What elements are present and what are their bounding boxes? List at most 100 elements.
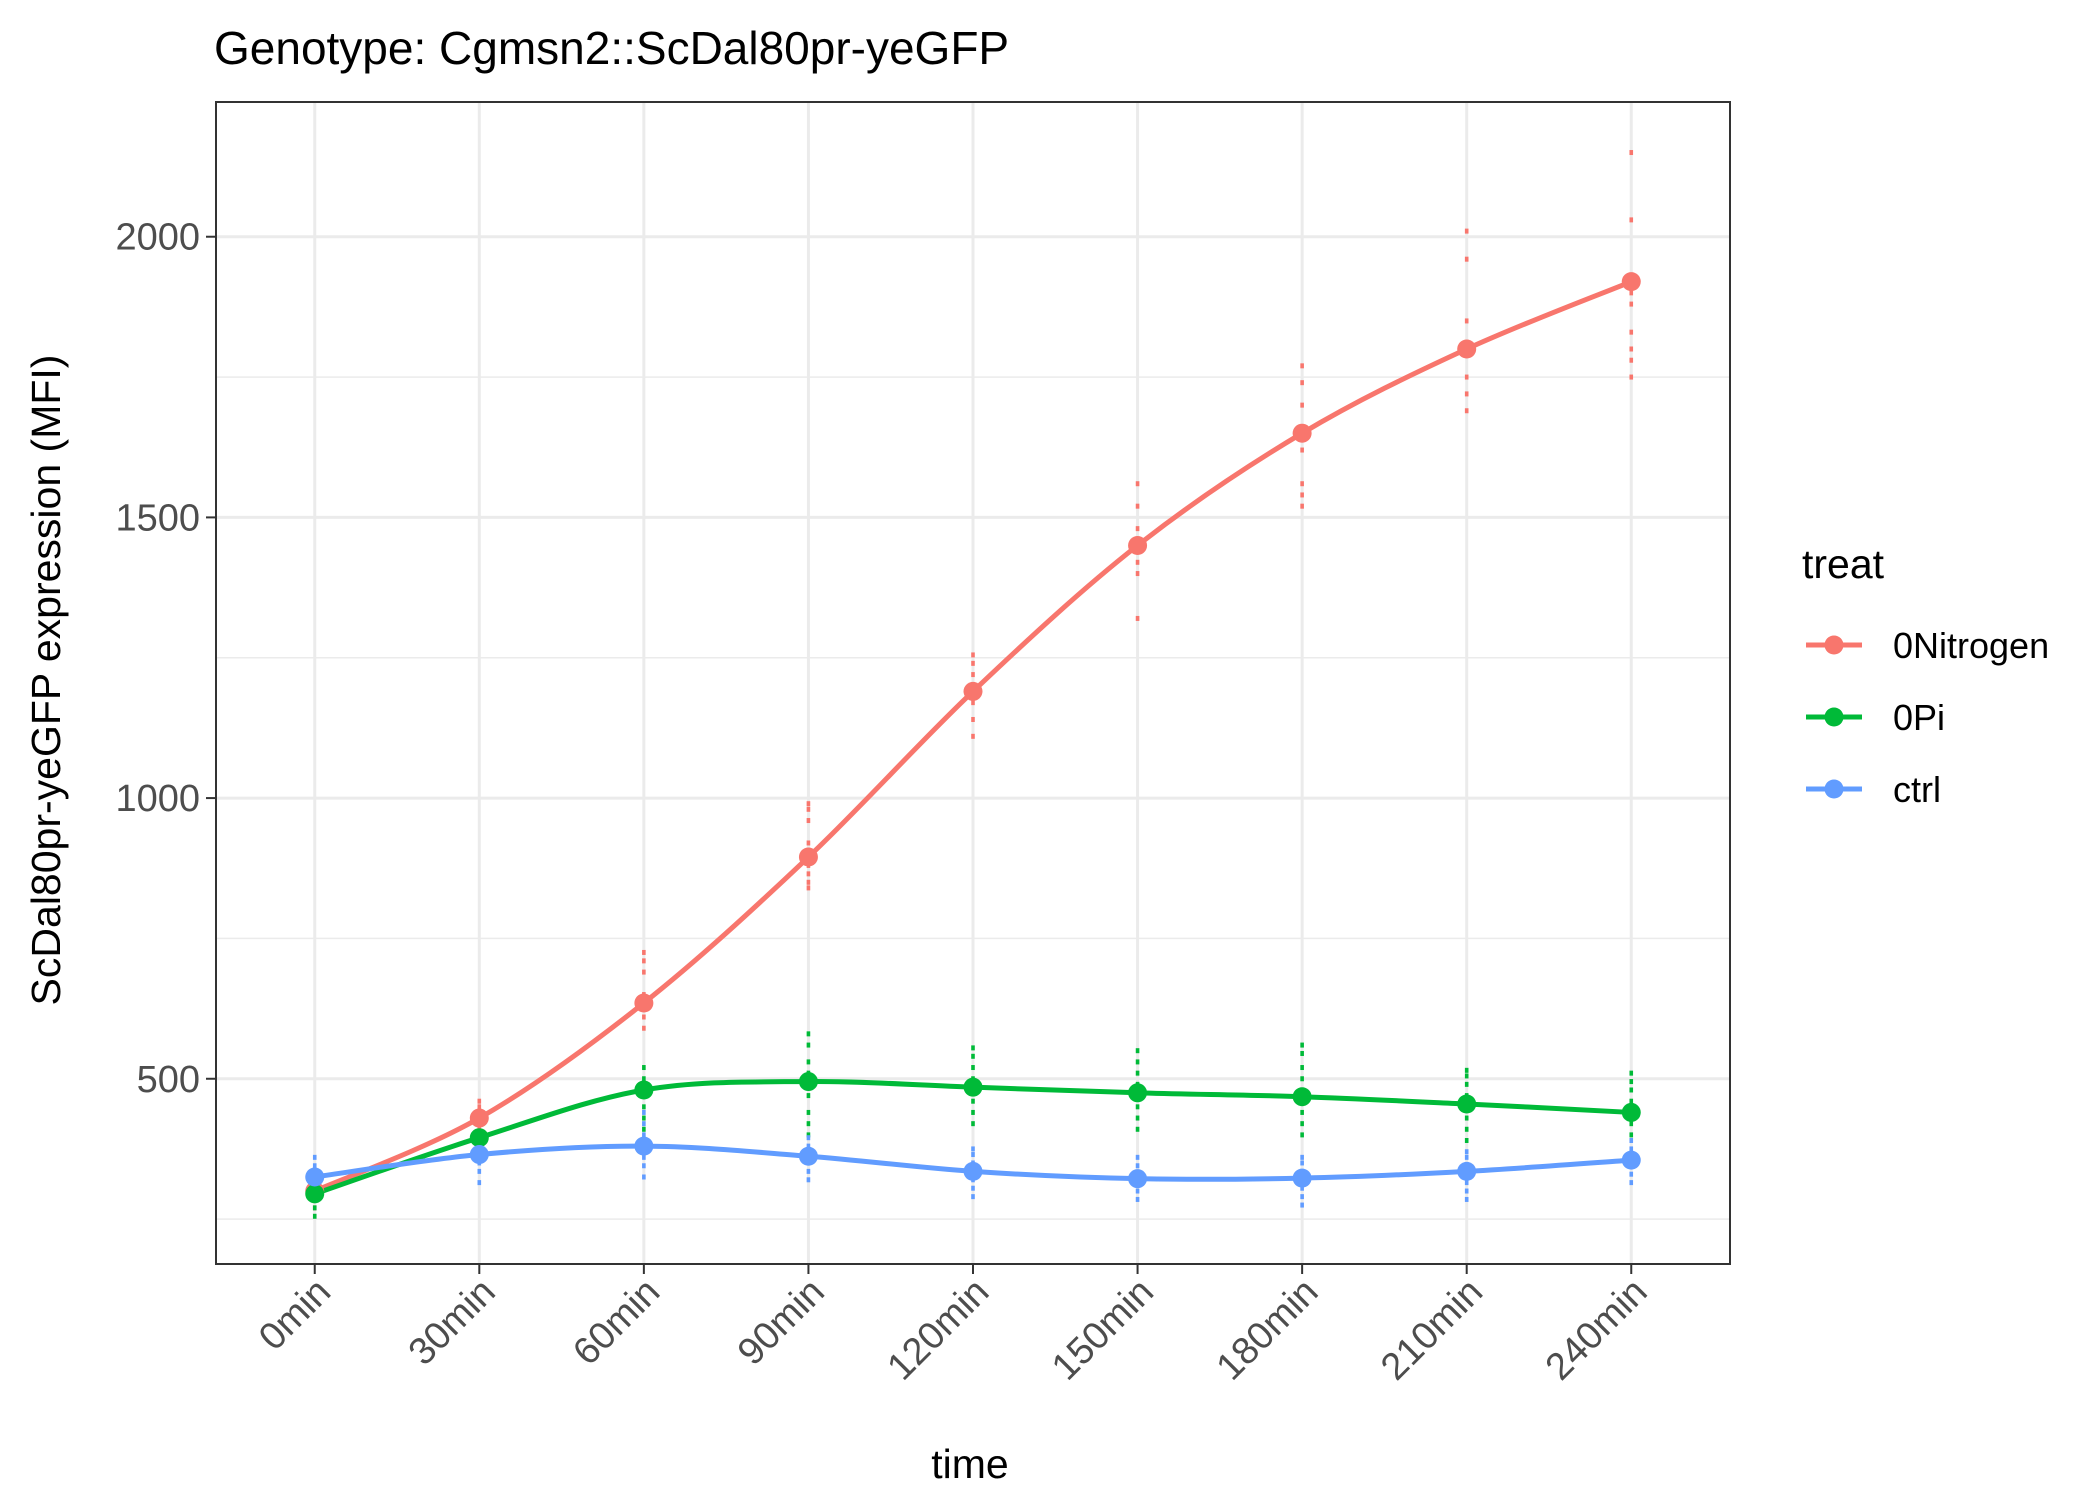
data-point-0nitrogen: [1128, 535, 1148, 555]
replicate-point-0pi: [1135, 1126, 1140, 1132]
replicate-point-0nitrogen: [1135, 526, 1140, 532]
data-point-0pi: [305, 1184, 325, 1204]
data-point-0nitrogen: [634, 993, 654, 1013]
y-axis-title: ScDal80pr-yeGFP expression (MFI): [23, 355, 69, 1006]
data-point-0pi: [1457, 1094, 1477, 1114]
legend-label-0nitrogen: 0Nitrogen: [1893, 625, 2049, 666]
data-point-ctrl: [1128, 1169, 1148, 1189]
replicate-point-0pi: [1629, 1098, 1634, 1104]
replicate-point-0pi: [971, 1098, 975, 1104]
grid-lines: [216, 102, 1730, 1264]
y-axis-ticks: 500 1000 1500 2000: [115, 217, 216, 1101]
replicate-point-0nitrogen: [1464, 408, 1469, 414]
replicate-point-0nitrogen: [1629, 374, 1634, 380]
data-point-ctrl: [305, 1167, 325, 1187]
replicate-point-0pi: [1464, 1115, 1469, 1121]
replicate-point-0pi: [806, 1059, 811, 1065]
replicate-point-0pi: [806, 1093, 811, 1099]
replicate-point-0pi: [1464, 1126, 1469, 1132]
data-point-0pi: [469, 1128, 489, 1148]
replicate-point-ctrl: [642, 1154, 646, 1160]
replicate-point-0nitrogen: [806, 801, 811, 807]
replicate-point-0pi: [642, 1115, 646, 1121]
replicate-point-0nitrogen: [1300, 492, 1304, 498]
data-point-0nitrogen: [1292, 423, 1312, 443]
replicate-point-0nitrogen: [642, 1014, 646, 1020]
replicate-point-ctrl: [806, 1177, 811, 1183]
replicate-point-ctrl: [806, 1143, 811, 1149]
replicate-point-0nitrogen: [1300, 363, 1304, 369]
y-tick-label: 2000: [115, 217, 200, 259]
replicate-point-0nitrogen: [1464, 374, 1469, 380]
replicate-point-0pi: [971, 1121, 975, 1127]
replicate-point-0nitrogen: [806, 879, 811, 885]
replicate-point-ctrl: [642, 1109, 646, 1115]
replicate-point-0pi: [642, 1126, 646, 1132]
legend-label-0pi: 0Pi: [1893, 697, 1945, 738]
replicate-point-ctrl: [477, 1180, 482, 1186]
data-point-0nitrogen: [1621, 272, 1641, 292]
replicate-point-0pi: [312, 1213, 317, 1219]
replicate-point-ctrl: [1135, 1188, 1140, 1194]
replicate-point-0nitrogen: [1629, 150, 1634, 156]
data-point-ctrl: [1457, 1161, 1477, 1181]
replicate-point-ctrl: [1464, 1154, 1469, 1160]
replicate-point-ctrl: [1629, 1171, 1634, 1177]
replicate-point-0pi: [806, 1042, 811, 1048]
legend-key-point-0nitrogen: [1824, 635, 1844, 655]
replicate-point-0pi: [642, 1065, 646, 1071]
replicate-point-0nitrogen: [806, 840, 811, 846]
data-point-ctrl: [963, 1161, 983, 1181]
legend-key-point-ctrl: [1824, 779, 1844, 799]
replicate-point-0pi: [1135, 1048, 1140, 1054]
replicate-point-0nitrogen: [642, 969, 646, 975]
replicate-point-0pi: [1135, 1059, 1140, 1065]
replicate-point-ctrl: [642, 1163, 646, 1169]
replicate-point-0pi: [1135, 1070, 1140, 1076]
replicate-point-ctrl: [1464, 1149, 1469, 1155]
replicate-point-ctrl: [1464, 1188, 1469, 1194]
replicate-point-0pi: [971, 1045, 975, 1051]
replicate-point-0nitrogen: [1629, 301, 1634, 307]
replicate-point-ctrl: [1300, 1160, 1304, 1166]
replicate-point-0pi: [1629, 1121, 1634, 1127]
data-point-0nitrogen: [798, 847, 818, 867]
replicate-point-0pi: [971, 1053, 975, 1059]
y-tick-label: 1000: [115, 778, 200, 820]
series-points: [305, 272, 1641, 1204]
replicate-point-ctrl: [806, 1168, 811, 1174]
replicate-point-0nitrogen: [1629, 290, 1634, 296]
replicate-point-0nitrogen: [1300, 447, 1304, 453]
replicate-point-0pi: [1300, 1076, 1304, 1082]
replicate-point-0pi: [642, 1076, 646, 1082]
replicate-point-0pi: [1629, 1087, 1634, 1093]
replicate-point-ctrl: [1135, 1154, 1140, 1160]
replicate-point-0pi: [1464, 1067, 1469, 1073]
replicate-point-ctrl: [971, 1152, 975, 1158]
replicate-point-ctrl: [1629, 1180, 1634, 1186]
data-point-ctrl: [469, 1145, 489, 1165]
replicate-point-0nitrogen: [1135, 559, 1140, 565]
replicate-point-0pi: [1629, 1070, 1634, 1076]
replicate-point-0nitrogen: [1629, 346, 1634, 352]
replicate-point-0nitrogen: [971, 652, 975, 658]
replicate-point-ctrl: [1135, 1196, 1140, 1202]
replicate-point-0pi: [971, 1109, 975, 1115]
data-point-0pi: [1292, 1087, 1312, 1107]
replicate-point-ctrl: [1300, 1185, 1304, 1191]
y-tick-label: 1500: [115, 497, 200, 539]
replicate-point-0pi: [1464, 1081, 1469, 1087]
replicate-point-0nitrogen: [1300, 380, 1304, 386]
replicate-point-ctrl: [971, 1146, 975, 1152]
data-point-0nitrogen: [1457, 339, 1477, 359]
replicate-point-ctrl: [1629, 1146, 1634, 1152]
replicate-point-0pi: [1300, 1042, 1304, 1048]
replicate-point-ctrl: [1300, 1154, 1304, 1160]
replicate-point-0nitrogen: [971, 700, 975, 706]
replicate-point-0pi: [971, 1065, 975, 1071]
replicate-point-0nitrogen: [1135, 503, 1140, 509]
replicate-point-0nitrogen: [971, 716, 975, 722]
data-point-0pi: [1128, 1083, 1148, 1103]
replicate-point-0pi: [1300, 1109, 1304, 1115]
